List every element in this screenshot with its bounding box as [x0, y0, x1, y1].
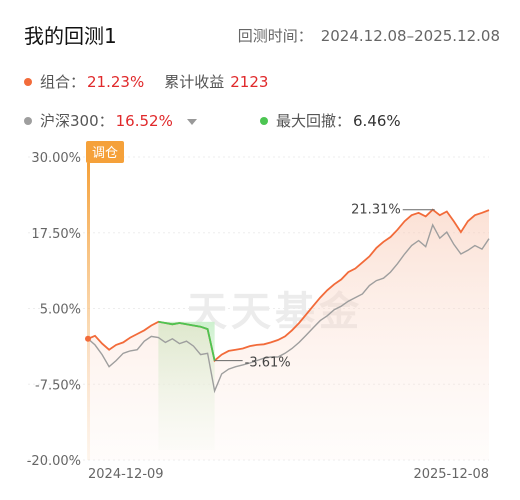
- trough-annotation: -3.61%: [214, 356, 291, 371]
- portfolio-dot-icon: [24, 77, 32, 86]
- rebalance-badge-label: 调仓: [92, 146, 118, 161]
- benchmark-dot-icon: [24, 116, 32, 125]
- drawdown-dot-icon: [260, 116, 268, 125]
- legend-portfolio-label: 组合：: [40, 73, 86, 91]
- benchmark-line: [87, 223, 490, 394]
- legend-cumulative-label: 累计收益: [164, 73, 225, 91]
- y-tick-label: 17.50%: [31, 227, 81, 242]
- x-tick-end: 2025-12-08: [413, 467, 489, 482]
- y-tick-label: 30.00%: [31, 151, 81, 166]
- page-title: 我的回测1: [24, 24, 117, 48]
- legend-cumulative-value: 2123: [230, 72, 269, 91]
- peak-label: 21.31%: [351, 203, 401, 218]
- start-point: [85, 335, 91, 342]
- legend-drawdown[interactable]: 最大回撤： 6.46%: [260, 110, 401, 131]
- legend-benchmark[interactable]: 沪深300： 16.52%: [24, 110, 197, 131]
- backtest-period: 回测时间： 2024.12.08–2025.12.08: [238, 25, 500, 46]
- period-range: 2024.12.08–2025.12.08: [320, 27, 500, 45]
- x-tick-start: 2024-12-09: [88, 467, 164, 482]
- trough-label: -3.61%: [245, 356, 291, 371]
- drawdown-line: [158, 320, 216, 361]
- legend-drawdown-label: 最大回撤：: [276, 112, 352, 130]
- legend-row-2: 沪深300： 16.52% 最大回撤： 6.46%: [24, 110, 401, 131]
- rebalance-band: [87, 163, 90, 460]
- legend-benchmark-label: 沪深300：: [40, 112, 114, 130]
- period-label: 回测时间：: [237, 27, 313, 45]
- legend-cumulative: 累计收益 2123: [164, 71, 268, 92]
- rebalance-badge-bg: [86, 141, 124, 163]
- y-tick-label: 5.00%: [40, 303, 81, 318]
- portfolio-line: [87, 208, 490, 363]
- y-tick-label: -20.00%: [27, 454, 81, 469]
- rebalance-badge[interactable]: 调仓: [86, 141, 124, 163]
- legend-benchmark-value: 16.52%: [115, 111, 173, 130]
- legend-row-1: 组合： 21.23% 累计收益 2123: [24, 71, 268, 92]
- chevron-down-icon[interactable]: [186, 118, 197, 125]
- portfolio-area: [88, 209, 489, 460]
- y-axis: 30.00% 17.50% 5.00% -7.50% -20.00%: [27, 151, 81, 469]
- legend-portfolio-value: 21.23%: [87, 72, 145, 91]
- legend-portfolio[interactable]: 组合： 21.23%: [24, 71, 144, 92]
- legend-drawdown-value: 6.46%: [353, 111, 401, 130]
- peak-annotation: 21.31%: [351, 203, 435, 218]
- y-tick-label: -7.50%: [35, 378, 81, 393]
